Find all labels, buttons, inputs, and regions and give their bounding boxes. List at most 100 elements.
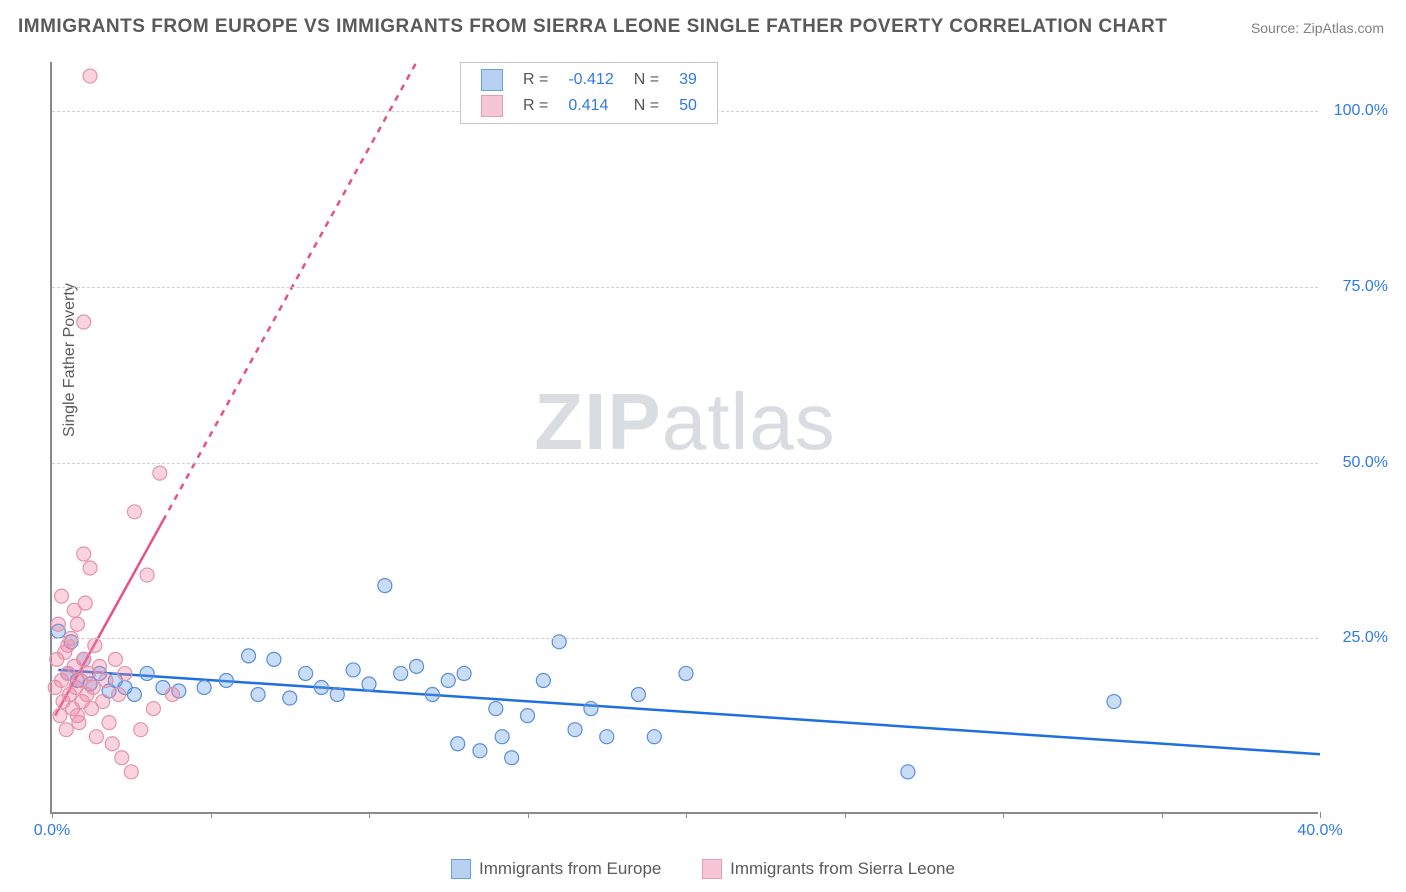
- legend-bottom-label-2: Immigrants from Sierra Leone: [730, 859, 955, 879]
- data-point: [394, 666, 408, 680]
- data-point: [112, 688, 126, 702]
- xtick-mark: [686, 812, 687, 818]
- legend-correlation: R = -0.412 N = 39 R = 0.414 N = 50: [460, 62, 718, 124]
- legend-series: Immigrants from Europe Immigrants from S…: [433, 859, 973, 884]
- data-point: [53, 709, 67, 723]
- data-point: [441, 673, 455, 687]
- legend-r-label-1: R =: [513, 67, 558, 93]
- data-point: [55, 589, 69, 603]
- data-point: [457, 666, 471, 680]
- trend-line-solid: [58, 670, 1320, 754]
- chart-source: Source: ZipAtlas.com: [1251, 20, 1384, 36]
- data-point: [451, 737, 465, 751]
- data-point: [362, 677, 376, 691]
- data-point: [77, 315, 91, 329]
- data-point: [59, 723, 73, 737]
- data-point: [77, 652, 91, 666]
- data-point: [631, 688, 645, 702]
- data-point: [568, 723, 582, 737]
- data-point: [267, 652, 281, 666]
- legend-n-value-1: 39: [669, 67, 707, 93]
- data-point: [600, 730, 614, 744]
- data-point: [140, 666, 154, 680]
- xtick-mark: [1003, 812, 1004, 818]
- ytick-label: 50.0%: [1343, 454, 1388, 472]
- xtick-mark: [369, 812, 370, 818]
- xtick-mark: [211, 812, 212, 818]
- data-point: [197, 680, 211, 694]
- data-point: [83, 69, 97, 83]
- data-point: [88, 638, 102, 652]
- data-point: [127, 688, 141, 702]
- legend-item-1: Immigrants from Europe: [451, 859, 661, 879]
- gridline-h: [52, 287, 1318, 288]
- data-point: [102, 716, 116, 730]
- data-point: [93, 659, 107, 673]
- gridline-h: [52, 463, 1318, 464]
- legend-r-value-2: 0.414: [558, 93, 623, 119]
- data-point: [251, 688, 265, 702]
- legend-swatch-2: [481, 95, 503, 117]
- data-point: [901, 765, 915, 779]
- data-point: [314, 680, 328, 694]
- data-point: [127, 505, 141, 519]
- xtick-mark: [52, 812, 53, 818]
- gridline-h: [52, 638, 1318, 639]
- data-point: [410, 659, 424, 673]
- data-point: [536, 673, 550, 687]
- data-point: [67, 603, 81, 617]
- data-point: [118, 666, 132, 680]
- plot-area: Single Father Poverty ZIPatlas 25.0%50.0…: [50, 62, 1318, 814]
- legend-n-value-2: 50: [669, 93, 707, 119]
- data-point: [153, 466, 167, 480]
- data-point: [70, 709, 84, 723]
- data-point: [70, 617, 84, 631]
- ytick-label: 100.0%: [1334, 102, 1388, 120]
- legend-r-value-1: -0.412: [558, 67, 623, 93]
- data-point: [99, 673, 113, 687]
- data-point: [165, 688, 179, 702]
- data-point: [115, 751, 129, 765]
- data-point: [489, 702, 503, 716]
- data-point: [83, 561, 97, 575]
- data-point: [108, 652, 122, 666]
- data-point: [61, 638, 75, 652]
- xtick-mark: [1320, 812, 1321, 818]
- legend-row-series-2: R = 0.414 N = 50: [471, 93, 707, 119]
- trend-line-dashed: [163, 62, 417, 521]
- data-point: [495, 730, 509, 744]
- data-point: [473, 744, 487, 758]
- legend-item-2: Immigrants from Sierra Leone: [702, 859, 955, 879]
- data-point: [86, 680, 100, 694]
- legend-n-label-2: N =: [624, 93, 669, 119]
- data-point: [330, 688, 344, 702]
- legend-bottom-swatch-1: [451, 859, 471, 879]
- data-point: [346, 663, 360, 677]
- data-point: [140, 568, 154, 582]
- data-point: [96, 695, 110, 709]
- xtick-label: 40.0%: [1297, 822, 1342, 840]
- chart-title: IMMIGRANTS FROM EUROPE VS IMMIGRANTS FRO…: [18, 16, 1167, 38]
- data-point: [242, 649, 256, 663]
- legend-bottom-swatch-2: [702, 859, 722, 879]
- data-point: [299, 666, 313, 680]
- data-point: [89, 730, 103, 744]
- data-point: [1107, 695, 1121, 709]
- legend-n-label-1: N =: [624, 67, 669, 93]
- ytick-label: 75.0%: [1343, 278, 1388, 296]
- data-point: [647, 730, 661, 744]
- data-point: [505, 751, 519, 765]
- data-point: [378, 579, 392, 593]
- data-point: [105, 737, 119, 751]
- xtick-mark: [845, 812, 846, 818]
- data-point: [584, 702, 598, 716]
- ytick-label: 25.0%: [1343, 629, 1388, 647]
- data-point: [679, 666, 693, 680]
- data-point: [283, 691, 297, 705]
- data-point: [552, 635, 566, 649]
- chart-svg: [52, 62, 1318, 812]
- data-point: [51, 617, 65, 631]
- legend-row-series-1: R = -0.412 N = 39: [471, 67, 707, 93]
- data-point: [219, 673, 233, 687]
- data-point: [146, 702, 160, 716]
